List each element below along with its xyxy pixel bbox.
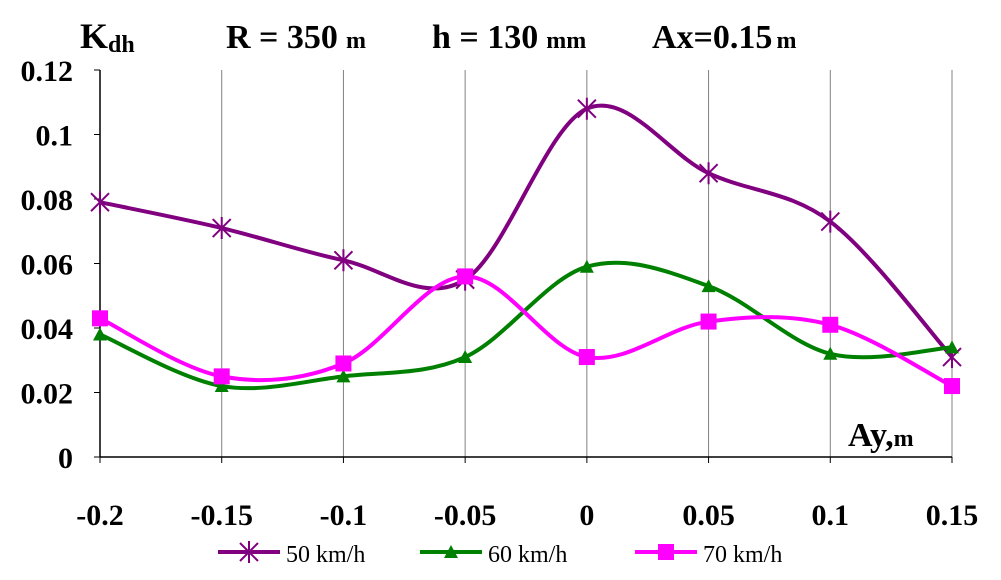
marker-triangle bbox=[579, 259, 594, 273]
y-tick-label: 0.02 bbox=[21, 378, 74, 411]
marker-triangle bbox=[444, 545, 458, 558]
series-triangle bbox=[93, 259, 959, 393]
y-tick-label: 0.04 bbox=[21, 313, 74, 346]
marker-triangle bbox=[945, 340, 959, 354]
x-tick-label: 0.15 bbox=[926, 499, 979, 532]
x-tick-label: -0.15 bbox=[190, 499, 253, 532]
marker-triangle bbox=[701, 279, 716, 293]
series-line bbox=[99, 260, 953, 391]
series-line bbox=[99, 103, 954, 359]
marker-square bbox=[944, 378, 960, 395]
marker-star bbox=[239, 541, 259, 563]
marker-square bbox=[92, 310, 108, 327]
marker-triangle bbox=[336, 369, 351, 383]
chart-title: Kdh R = 350 m h = 130 mm Ax=0.15 m bbox=[80, 16, 796, 58]
marker-star bbox=[333, 249, 354, 272]
y-tick-label: 0.12 bbox=[21, 55, 74, 88]
marker-star bbox=[698, 162, 719, 185]
marker-square bbox=[335, 355, 352, 372]
marker-square bbox=[457, 268, 474, 285]
marker-triangle bbox=[93, 327, 107, 341]
legend-item: 60 km/h bbox=[420, 542, 567, 568]
marker-square bbox=[822, 316, 839, 333]
series-line bbox=[99, 274, 953, 388]
x-tick-label: -0.05 bbox=[434, 499, 497, 532]
x-axis-label: Ay,m bbox=[848, 417, 914, 454]
series-star bbox=[90, 97, 962, 369]
marker-star bbox=[577, 97, 597, 120]
y-tick-label: 0.1 bbox=[36, 120, 74, 153]
legend-item: 70 km/h bbox=[635, 542, 782, 568]
x-tick-label: -0.1 bbox=[320, 499, 368, 532]
marker-square bbox=[213, 368, 230, 385]
series-square bbox=[92, 268, 960, 395]
y-tick-label: 0.06 bbox=[21, 249, 74, 282]
marker-star bbox=[212, 217, 232, 240]
legend-item: 50 km/h bbox=[218, 541, 365, 568]
legend-label: 50 km/h bbox=[286, 542, 365, 568]
y-tick-label: 0 bbox=[58, 442, 73, 475]
marker-square bbox=[700, 313, 717, 330]
marker-star bbox=[820, 210, 840, 233]
marker-triangle bbox=[214, 379, 229, 393]
marker-triangle bbox=[823, 346, 838, 360]
marker-square bbox=[658, 544, 674, 560]
x-tick-label: 0 bbox=[579, 499, 594, 532]
x-tick-label: 0.1 bbox=[812, 499, 850, 532]
marker-triangle bbox=[458, 350, 473, 364]
legend-label: 60 km/h bbox=[488, 542, 567, 568]
marker-star bbox=[90, 191, 110, 214]
marker-square bbox=[578, 349, 595, 366]
x-tick-label: 0.05 bbox=[682, 499, 735, 532]
y-tick-label: 0.08 bbox=[21, 184, 74, 217]
x-tick-label: -0.2 bbox=[76, 499, 124, 532]
legend-label: 70 km/h bbox=[703, 542, 782, 568]
